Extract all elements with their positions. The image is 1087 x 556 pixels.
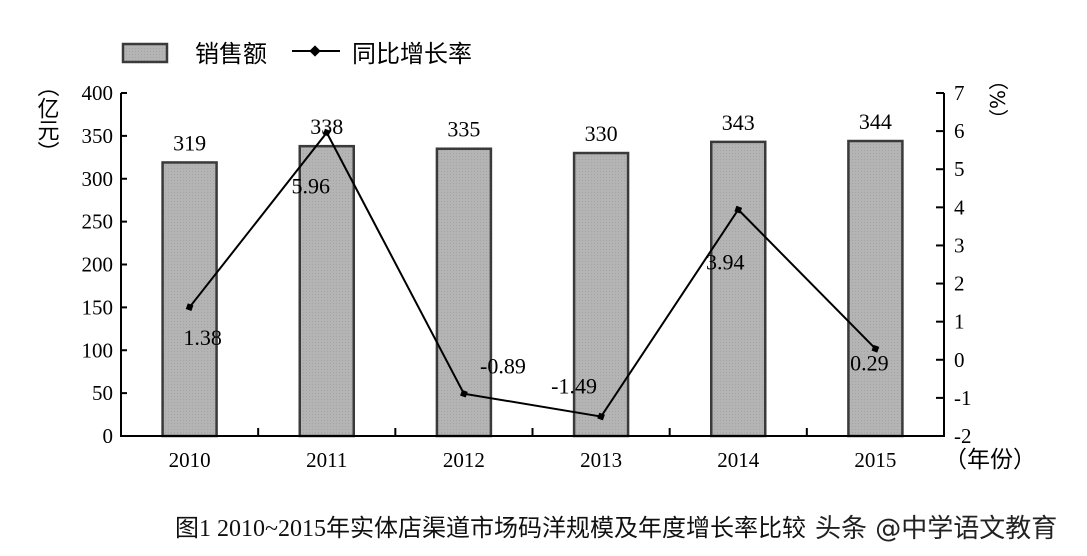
svg-text:350: 350 [82, 124, 114, 148]
svg-text:0: 0 [103, 424, 114, 448]
bar-2011 [298, 144, 355, 438]
svg-text:-1.49: -1.49 [551, 374, 597, 399]
svg-text:2015: 2015 [854, 448, 896, 472]
svg-text:5: 5 [954, 157, 965, 181]
bar-2012 [435, 147, 493, 438]
svg-text:-2: -2 [954, 424, 972, 448]
svg-text:2014: 2014 [717, 448, 760, 472]
figure-caption: 图1 2010~2015年实体店渠道市场码洋规模及年度增长率比较 [175, 516, 806, 542]
svg-text:2: 2 [954, 272, 965, 296]
svg-text:2013: 2013 [580, 448, 622, 472]
svg-text:同比增长率: 同比增长率 [352, 40, 472, 68]
svg-text:150: 150 [82, 295, 114, 319]
svg-text:0: 0 [954, 348, 965, 372]
svg-text:（%）: （%） [985, 70, 1009, 129]
svg-text:-0.89: -0.89 [480, 354, 526, 379]
svg-text:（年份）: （年份） [944, 447, 1036, 473]
svg-text:1.38: 1.38 [183, 325, 222, 350]
svg-text:4: 4 [954, 195, 965, 219]
svg-text:50: 50 [92, 381, 113, 405]
svg-text:343: 343 [722, 110, 755, 135]
bar-2015 [847, 139, 904, 438]
svg-text:0.29: 0.29 [850, 351, 889, 376]
watermark: 头条 @中学语文教育 [815, 514, 1058, 544]
svg-text:2010: 2010 [169, 448, 211, 472]
svg-text:335: 335 [447, 117, 480, 142]
svg-text:344: 344 [859, 109, 892, 134]
svg-text:330: 330 [585, 121, 618, 146]
svg-text:5.96: 5.96 [292, 174, 331, 199]
svg-text:2011: 2011 [306, 448, 347, 472]
svg-text:3: 3 [954, 233, 965, 257]
bar-2014 [710, 140, 767, 438]
svg-text:6: 6 [954, 119, 965, 143]
svg-text:3.94: 3.94 [706, 250, 745, 275]
bar-2010 [161, 161, 218, 438]
svg-text:2012: 2012 [443, 448, 485, 472]
svg-text:100: 100 [82, 338, 114, 362]
svg-text:250: 250 [82, 210, 114, 234]
svg-text:400: 400 [82, 81, 114, 105]
svg-text:300: 300 [82, 167, 114, 191]
svg-text:319: 319 [173, 130, 206, 155]
svg-text:7: 7 [954, 81, 965, 105]
svg-text:-1: -1 [954, 386, 972, 410]
svg-text:1: 1 [954, 310, 965, 334]
svg-text:200: 200 [82, 253, 114, 277]
svg-text:销售额: 销售额 [195, 40, 267, 68]
svg-text:（亿元）: （亿元） [34, 75, 60, 163]
